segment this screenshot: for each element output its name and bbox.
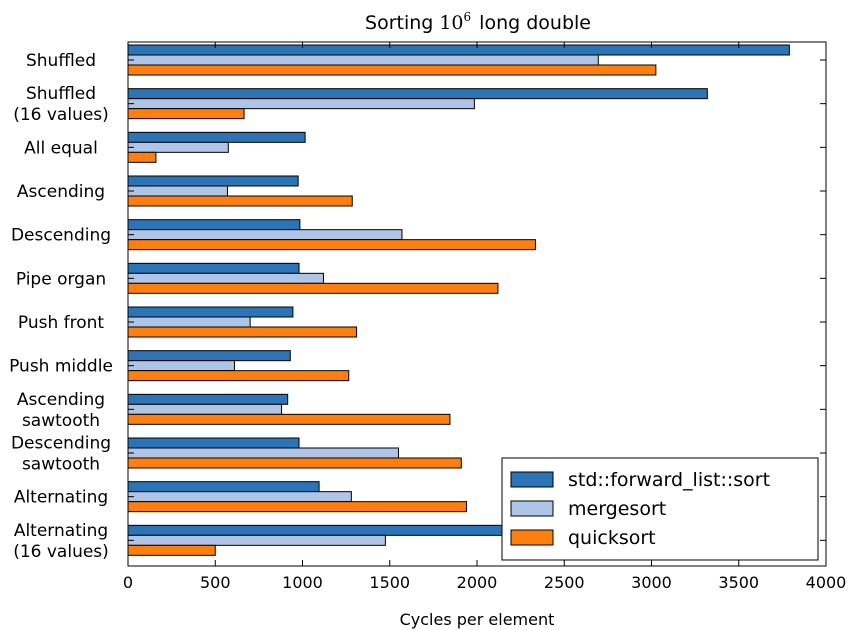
bar-1-6: [127, 262, 300, 274]
category-label: Alternating: [14, 488, 108, 508]
x-tick-label: 2500: [544, 573, 585, 592]
legend-swatch: [510, 471, 554, 488]
legend-swatch: [510, 529, 554, 546]
category-label: Shuffled: [26, 51, 96, 71]
bar-2-3: [127, 141, 229, 153]
bar-2-8: [127, 360, 235, 372]
category-label: Shuffled: [26, 84, 96, 104]
legend-swatch: [510, 500, 554, 517]
x-tick-label: 3500: [718, 573, 759, 592]
bar-3-3: [127, 151, 157, 163]
legend-label: mergesort: [568, 498, 666, 520]
bar-2-6: [127, 272, 324, 284]
bar-2-5: [127, 229, 403, 241]
bar-2-12: [127, 534, 386, 546]
bar-2-11: [127, 491, 352, 503]
bar-2-1: [127, 54, 599, 66]
legend: std::forward_list::sortmergesortquicksor…: [501, 457, 819, 561]
bar-1-11: [127, 481, 320, 493]
x-tick-label: 0: [123, 573, 133, 592]
category-label: Push front: [18, 313, 105, 333]
bar-3-10: [127, 457, 462, 469]
bars-group: [127, 44, 790, 556]
category-label: Descending: [11, 226, 111, 246]
bar-1-4: [127, 175, 299, 187]
category-label: Push middle: [9, 357, 113, 377]
bar-3-1: [127, 64, 657, 76]
category-label: sawtooth: [22, 455, 100, 475]
category-label: Ascending: [17, 182, 105, 202]
category-label: sawtooth: [22, 411, 100, 431]
category-label: Descending: [11, 434, 111, 454]
bar-2-10: [127, 447, 399, 459]
x-axis: 0 500 1000 1500 2000 2500 3000 3500 4000: [123, 42, 846, 592]
bar-1-5: [127, 219, 301, 231]
bar-1-9: [127, 393, 289, 405]
bar-3-4: [127, 195, 353, 207]
category-label: All equal: [24, 138, 98, 158]
x-tick-label: 500: [200, 573, 231, 592]
bar-1-8: [127, 350, 291, 362]
bar-3-6: [127, 282, 499, 294]
category-label: (16 values): [13, 542, 109, 562]
bar-3-2: [127, 108, 245, 120]
x-tick-label: 3000: [631, 573, 672, 592]
bar-1-2: [127, 88, 708, 100]
bar-1-7: [127, 306, 294, 318]
category-label: Alternating: [14, 521, 108, 541]
chart-title: Sorting 106 long double: [365, 10, 591, 34]
bar-3-12: [127, 544, 216, 556]
bar-3-7: [127, 326, 358, 338]
bar-3-8: [127, 370, 350, 382]
legend-label: std::forward_list::sort: [568, 469, 770, 491]
bar-3-9: [127, 413, 451, 425]
x-axis-label: Cycles per element: [400, 610, 555, 629]
bar-1-1: [127, 44, 790, 56]
legend-label: quicksort: [568, 527, 656, 549]
category-label: (16 values): [13, 105, 109, 125]
bar-2-4: [127, 185, 228, 197]
bar-1-3: [127, 131, 306, 143]
x-tick-label: 2000: [457, 573, 498, 592]
bar-2-9: [127, 403, 283, 415]
x-tick-label: 4000: [806, 573, 847, 592]
category-label: Ascending: [17, 390, 105, 410]
bar-2-7: [127, 316, 251, 328]
bar-2-2: [127, 98, 475, 110]
category-label: Pipe organ: [16, 269, 106, 289]
x-tick-label: 1500: [369, 573, 410, 592]
legend-box: [501, 457, 819, 561]
bar-3-5: [127, 239, 536, 251]
bar-3-11: [127, 501, 468, 513]
x-tick-label: 1000: [282, 573, 323, 592]
bar-1-10: [127, 437, 300, 449]
